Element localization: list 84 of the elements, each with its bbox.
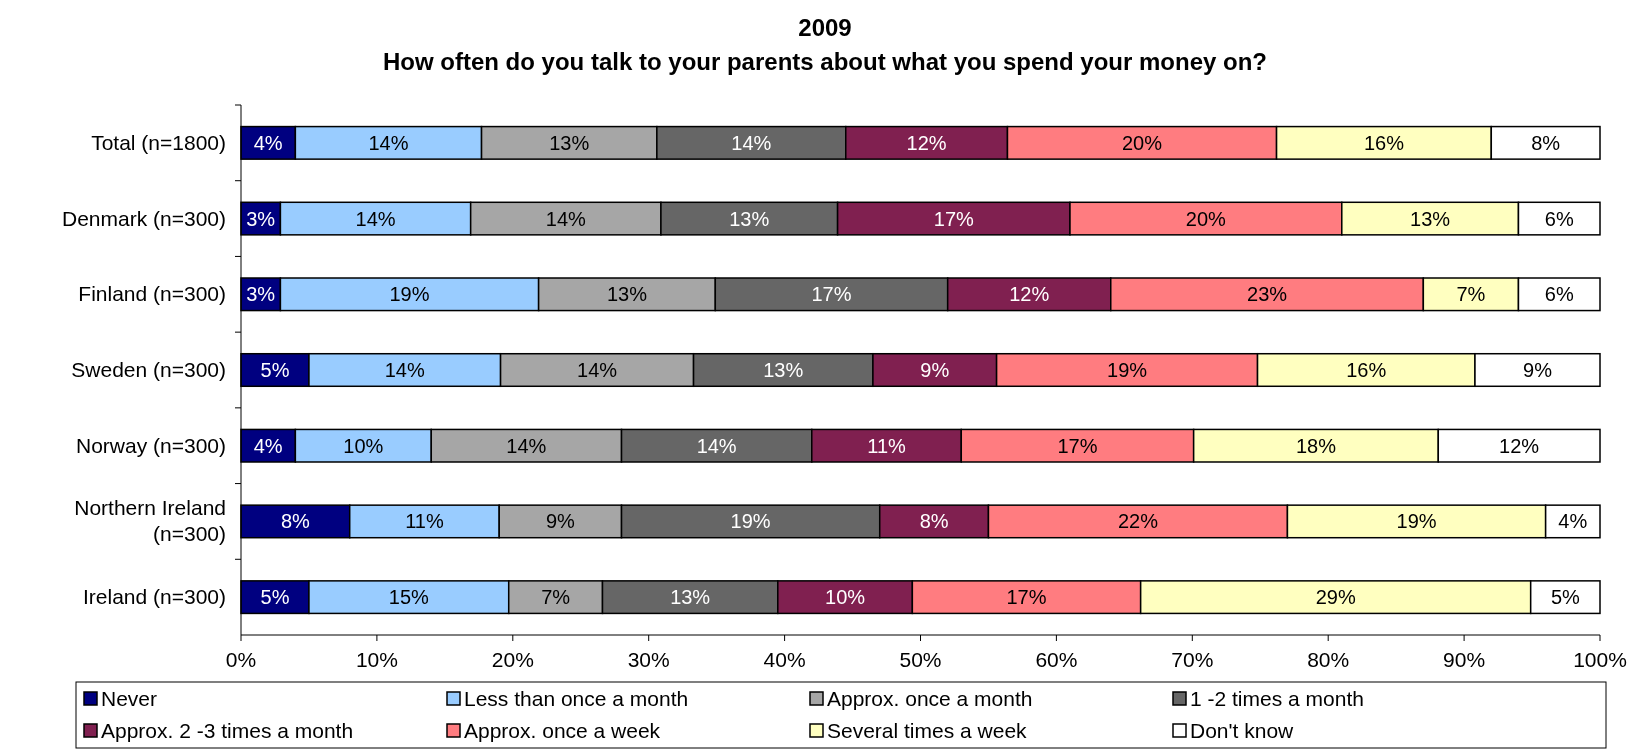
data-label: 13% bbox=[729, 207, 770, 230]
data-label: 14% bbox=[384, 359, 425, 381]
y-tick-label: Sweden (n=300) bbox=[71, 358, 226, 381]
data-label: 14% bbox=[731, 131, 772, 154]
data-label: 19% bbox=[1107, 359, 1148, 381]
data-label: 14% bbox=[545, 207, 587, 230]
chart-title: 2009 bbox=[798, 14, 852, 41]
y-tick-label: Ireland (n=300) bbox=[82, 585, 226, 609]
data-label: 14% bbox=[355, 207, 396, 230]
data-label: 7% bbox=[541, 586, 571, 609]
x-tick-label: 90% bbox=[1443, 648, 1486, 671]
x-tick-label: 100% bbox=[1573, 648, 1627, 671]
data-label: 17% bbox=[811, 283, 852, 306]
data-label: 6% bbox=[1544, 283, 1574, 306]
x-tick-label: 30% bbox=[627, 648, 670, 671]
data-label: 11% bbox=[867, 434, 907, 457]
data-label: 8% bbox=[1531, 131, 1561, 154]
data-label: 4% bbox=[253, 434, 283, 457]
legend-label: Approx. once a week bbox=[464, 719, 661, 742]
data-label: 13% bbox=[606, 283, 648, 306]
legend-label: Several times a week bbox=[827, 719, 1028, 742]
data-label: 5% bbox=[260, 586, 290, 609]
data-label: 8% bbox=[919, 510, 949, 533]
data-label: 9% bbox=[545, 510, 576, 533]
x-tick-label: 50% bbox=[899, 648, 942, 671]
data-label: 10% bbox=[825, 586, 866, 609]
data-label: 5% bbox=[1550, 586, 1581, 609]
data-label: 3% bbox=[246, 207, 276, 230]
data-label: 3% bbox=[246, 283, 276, 306]
data-label: 13% bbox=[763, 359, 804, 381]
x-tick-label: 0% bbox=[225, 648, 257, 671]
x-tick-label: 40% bbox=[763, 648, 806, 671]
x-tick-label: 10% bbox=[355, 648, 398, 671]
x-tick-label: 20% bbox=[491, 648, 534, 671]
x-tick-label: 70% bbox=[1171, 648, 1214, 671]
data-label: 12% bbox=[906, 131, 947, 154]
data-label: 11% bbox=[405, 510, 444, 533]
data-label: 22% bbox=[1117, 510, 1159, 533]
data-label: 9% bbox=[1523, 359, 1553, 381]
data-label: 17% bbox=[1006, 586, 1047, 609]
data-label: 19% bbox=[389, 283, 430, 306]
y-tick-label: Finland (n=300) bbox=[78, 282, 226, 306]
data-label: 14% bbox=[696, 434, 737, 457]
data-label: 20% bbox=[1122, 131, 1163, 154]
y-tick-label: Total (n=1800) bbox=[91, 130, 226, 154]
data-label: 10% bbox=[343, 434, 384, 457]
data-label: 17% bbox=[933, 207, 975, 230]
data-label: 16% bbox=[1346, 359, 1387, 381]
data-label: 12% bbox=[1009, 283, 1050, 306]
data-label: 4% bbox=[1558, 510, 1588, 533]
chart-subtitle: How often do you talk to your parents about what you spend your money on? bbox=[382, 48, 1268, 75]
data-label: 18% bbox=[1295, 434, 1337, 457]
legend-label: Approx. 2 -3 times a month bbox=[101, 719, 354, 742]
data-label: 13% bbox=[1410, 207, 1451, 230]
data-label: 7% bbox=[1456, 283, 1486, 306]
data-label: 14% bbox=[577, 359, 618, 381]
legend-label: Don't know bbox=[1190, 719, 1295, 742]
data-label: 29% bbox=[1315, 586, 1356, 609]
data-label: 5% bbox=[260, 359, 290, 381]
legend-label: Approx. once a month bbox=[827, 687, 1033, 710]
data-label: 19% bbox=[730, 510, 771, 533]
legend-label: 1 -2 times a month bbox=[1190, 687, 1364, 710]
data-label: 9% bbox=[920, 359, 950, 381]
y-tick-label: Norway (n=300) bbox=[76, 433, 226, 457]
data-label: 14% bbox=[368, 131, 409, 154]
data-label: 4% bbox=[253, 131, 283, 154]
data-label: 8% bbox=[280, 510, 311, 533]
y-tick-label: Northern Ireland (n=300) bbox=[74, 496, 226, 546]
data-label: 20% bbox=[1185, 207, 1227, 230]
data-label: 14% bbox=[506, 434, 547, 457]
data-label: 19% bbox=[1396, 510, 1437, 533]
data-label: 17% bbox=[1057, 434, 1098, 457]
legend-label: Never bbox=[101, 687, 158, 710]
data-label: 15% bbox=[388, 586, 430, 609]
x-tick-label: 80% bbox=[1307, 648, 1350, 671]
data-label: 6% bbox=[1544, 207, 1574, 230]
data-label: 13% bbox=[670, 586, 711, 609]
x-tick-label: 60% bbox=[1035, 648, 1078, 671]
data-label: 16% bbox=[1363, 131, 1405, 154]
data-label: 12% bbox=[1499, 434, 1540, 457]
data-label: 23% bbox=[1247, 283, 1288, 306]
data-label: 13% bbox=[549, 131, 590, 154]
y-tick-label: Denmark (n=300) bbox=[62, 206, 226, 230]
legend-label: Less than once a month bbox=[464, 687, 689, 710]
